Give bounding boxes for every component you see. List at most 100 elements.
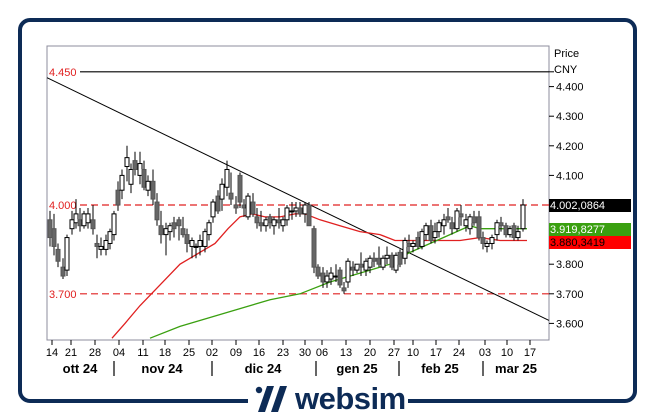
candle-body [471,216,477,224]
level-label: 4.450 [49,67,77,79]
price-badge-label: 4.002,0864 [550,200,605,212]
candle [345,258,351,288]
candle-body [367,257,373,268]
candle [202,228,208,253]
x-tick-label: 24 [453,347,465,359]
candle-body [206,222,212,236]
month-label: mar 25 [495,361,537,376]
candle-body [60,266,66,277]
candle-body [180,228,186,236]
candle [119,169,125,200]
candle-body [55,248,61,262]
candle [454,207,460,232]
candle-body [328,272,334,280]
candle [111,210,117,241]
candle [176,216,182,241]
candle [458,205,464,226]
candle-body [145,180,151,191]
candle [358,252,364,277]
candle-body [494,222,500,236]
candle-body [432,231,438,239]
candle-body [90,219,96,230]
candle [150,169,156,205]
candle-body [397,251,403,265]
candle-body [237,174,243,203]
candle [393,252,399,274]
candle-body [263,219,269,227]
level-label: 3.700 [49,289,77,301]
x-tick-label: 20 [364,347,376,359]
candle [520,199,526,232]
candle-body [371,257,377,262]
candle-body [503,225,509,236]
candle-body [507,228,513,236]
candle-body [193,245,199,248]
candle-body [520,204,526,230]
candle-body [128,168,134,185]
candle-body [415,237,421,247]
month-label: nov 24 [141,361,183,376]
candle [107,228,113,250]
month-label: feb 25 [421,361,459,376]
candle-body [410,242,416,247]
candle [103,234,109,256]
candle-body [124,157,130,168]
candle-body [73,213,79,224]
candle [215,190,221,214]
candle-body [271,219,277,227]
x-tick-label: 06 [316,347,328,359]
candle [397,249,403,268]
candle [210,199,216,223]
candle [484,240,490,253]
y-tick-label: 4.200 [556,141,584,153]
candle-body [276,219,282,224]
candle-body [215,195,221,212]
x-tick-label: 16 [253,347,265,359]
candle [367,255,373,274]
candle [284,205,290,226]
candle-body [515,231,521,239]
candle [311,225,317,274]
brand-name: websim [295,381,406,416]
candle-body [94,242,100,247]
candle-body [254,216,260,224]
candle-body [154,201,160,221]
x-tick-label: 04 [113,347,125,359]
candle-body [402,240,408,259]
y-tick-label: 3.700 [556,289,584,301]
candle-body [384,254,390,259]
x-tick-label: 21 [65,347,77,359]
candle-body [463,219,469,227]
candle-body [47,219,53,239]
candle-body [345,260,351,283]
candle [115,181,121,211]
candle [237,172,243,208]
x-tick-label: 14 [46,347,58,359]
candle [402,237,408,265]
y-axis-currency: CNY [554,64,578,76]
candle [297,202,303,217]
candle-body [163,228,169,236]
candle-body [167,225,173,233]
candle-body [245,195,251,218]
candle-body [77,219,83,227]
candle-body [454,210,460,230]
candle-body [476,216,482,239]
x-tick-label: 17 [524,347,536,359]
y-tick-label: 3.600 [556,318,584,330]
x-tick-label: 09 [230,347,242,359]
candle [471,210,477,226]
candle-body [333,275,339,278]
candle [141,160,147,191]
candle [85,207,91,229]
candle [480,231,486,250]
price-badge [549,236,631,249]
candle [206,219,212,241]
candle-body [320,272,326,283]
candle [128,163,134,194]
candle [489,234,495,250]
candle [328,267,334,285]
candle-body [337,269,343,286]
candle [51,213,57,256]
